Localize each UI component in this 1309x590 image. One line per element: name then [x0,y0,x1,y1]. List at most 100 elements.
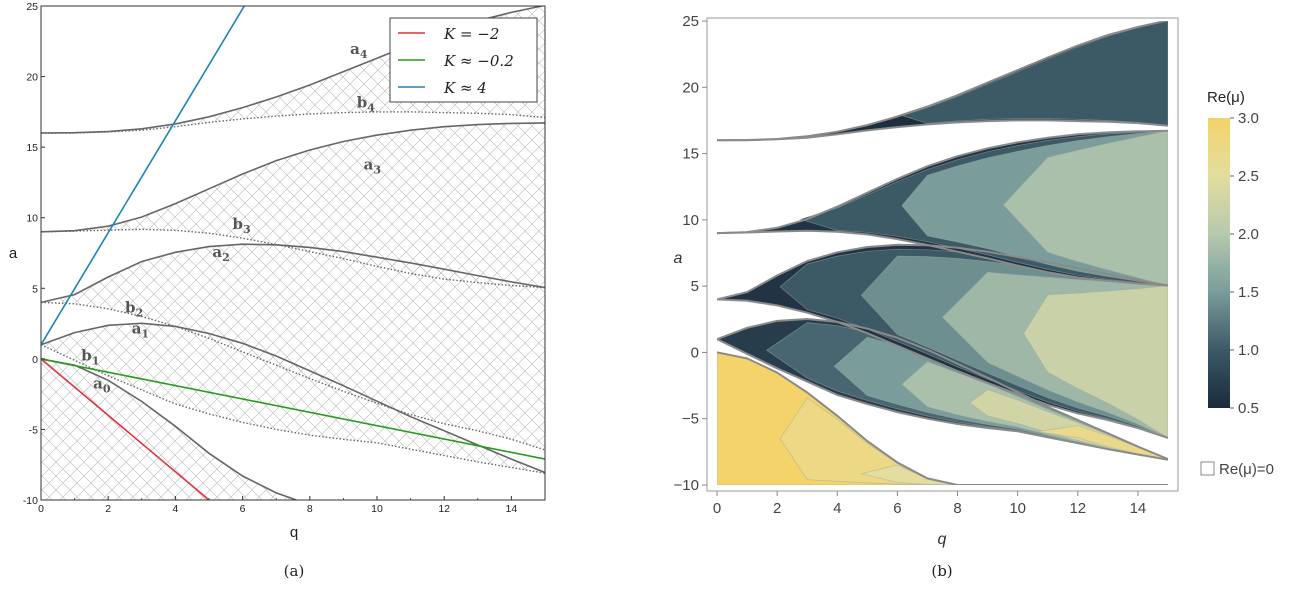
band-3-lower-edge [717,229,1168,287]
curve-a2 [41,243,545,304]
legend-a: K = −2 K ≈ −0.2 K ≈ 4 [389,17,538,103]
frame-b [706,17,1179,492]
y-tick-label-a: 20 [26,72,38,84]
band-1-level-5 [1037,425,1168,461]
curve-a3 [41,122,545,233]
hatch-region-1 [41,323,545,474]
legend-label-red: K = −2 [443,25,499,43]
x-tick-label-a: 12 [438,503,450,515]
axes-a: 0 2 4 6 8 10 12 14 -10 -5 0 5 10 15 20 25 [23,1,518,515]
x-tick-label-b: 2 [773,500,781,517]
x-tick-label-b: 12 [1069,500,1086,517]
label-b1: b1 [81,346,99,367]
colorbar-ticks: 3.0 2.5 2.0 1.5 1.0 0.5 [1230,110,1259,417]
caption-a: (a) [284,562,305,580]
x-tick-label-a: 10 [371,503,383,515]
label-a0: a0 [93,375,111,396]
k-line-2 [41,6,245,346]
x-tick-label-b: 4 [833,500,841,517]
label-a3: a3 [364,156,381,177]
band-0-level-2 [861,464,1168,485]
band-0-upper-edge [717,351,1168,485]
colorbar-gradient [1208,118,1230,408]
y-tick-label-a: 10 [26,213,38,225]
hatch-region-3 [41,122,545,288]
band-3-upper-edge [717,129,1168,235]
band-4-lower-edge [717,119,1168,142]
mathieu-curves [41,6,545,500]
y-tick-label-b: 10 [682,212,699,229]
y-axis-label-a: a [9,245,18,262]
y-axis-label-b: a [674,250,683,267]
band-2-lower-edge [717,298,1168,439]
zero-legend-swatch [1200,461,1215,476]
colorbar-title: Re(μ) [1207,89,1245,106]
band-2-level-4 [1023,285,1168,439]
y-tick-label-a: 5 [32,283,38,295]
y-tick-label-b: −5 [682,411,699,428]
curve-b4 [41,111,545,134]
k-lines [41,6,545,500]
legend-label-blue: K ≈ 4 [443,79,487,97]
x-tick-label-a: 4 [172,503,178,515]
y-tick-label-b: 25 [682,13,699,30]
x-axis-label-b: q [938,531,947,548]
y-tick-label-b: 5 [691,278,699,295]
axes-b: 0 2 4 6 8 10 12 14 −10 −5 0 5 10 15 20 25 [674,13,1147,517]
y-tick-label-a: -5 [29,424,38,436]
caption-b: (b) [931,562,952,580]
label-b2: b2 [125,298,143,319]
x-axis-label-a: q [290,524,298,541]
y-tick-label-a: -10 [23,495,38,507]
x-tick-label-a: 0 [38,503,44,515]
band-1-lower-edge [717,338,1168,461]
y-tick-label-a: 25 [26,1,38,13]
label-a1: a1 [132,320,149,341]
x-tick-label-a: 6 [240,503,246,515]
band-edges [717,21,1168,485]
panel-b: 0 2 4 6 8 10 12 14 −10 −5 0 5 10 15 20 25 q a (b) Re(μ)… [674,13,1274,580]
hatch-region-2 [41,244,545,450]
y-tick-label-b: 0 [691,344,699,361]
band-3-level-3 [1002,130,1168,286]
x-tick-label-b: 10 [1009,500,1026,517]
y-tick-label-b: −10 [674,477,699,494]
colorbar-tick-label: 3.0 [1238,110,1259,127]
curve-a1 [41,322,545,474]
zero-legend-label: Re(μ)=0 [1219,461,1274,478]
y-tick-label-b: 15 [682,146,699,163]
colorbar-tick-label: 1.0 [1238,342,1259,359]
colorbar-tick-label: 0.5 [1238,400,1259,417]
band-4-level-1 [900,21,1168,127]
x-tick-label-b: 0 [713,500,721,517]
k-line-0 [41,358,210,500]
x-tick-label-b: 14 [1130,500,1147,517]
colorbar-tick-label: 1.5 [1238,284,1259,301]
y-tick-label-b: 20 [682,79,699,96]
label-b3: b3 [233,215,251,236]
legend-label-green: K ≈ −0.2 [443,52,514,70]
x-tick-label-b: 6 [893,500,901,517]
curve-a0 [41,358,297,500]
label-a4: a4 [350,40,368,61]
colorbar: Re(μ) 3.0 2.5 2.0 1.5 1.0 0.5 [1207,89,1259,417]
x-tick-label-a: 14 [506,503,518,515]
x-tick-label-a: 2 [105,503,111,515]
label-a2: a2 [212,243,229,264]
stability-bands [717,21,1168,485]
label-b4: b4 [357,94,376,115]
band-1-upper-edge [717,317,1168,461]
y-tick-label-a: 15 [26,142,38,154]
curve-b3 [41,228,545,289]
y-tick-label-a: 0 [32,354,38,366]
curve-b2 [41,301,545,451]
colorbar-tick-label: 2.5 [1238,168,1259,185]
x-tick-label-b: 8 [953,500,961,517]
k-line-1 [41,358,545,460]
band-2-upper-edge [717,243,1168,301]
x-tick-label-a: 8 [307,503,313,515]
frame-a [40,5,546,501]
